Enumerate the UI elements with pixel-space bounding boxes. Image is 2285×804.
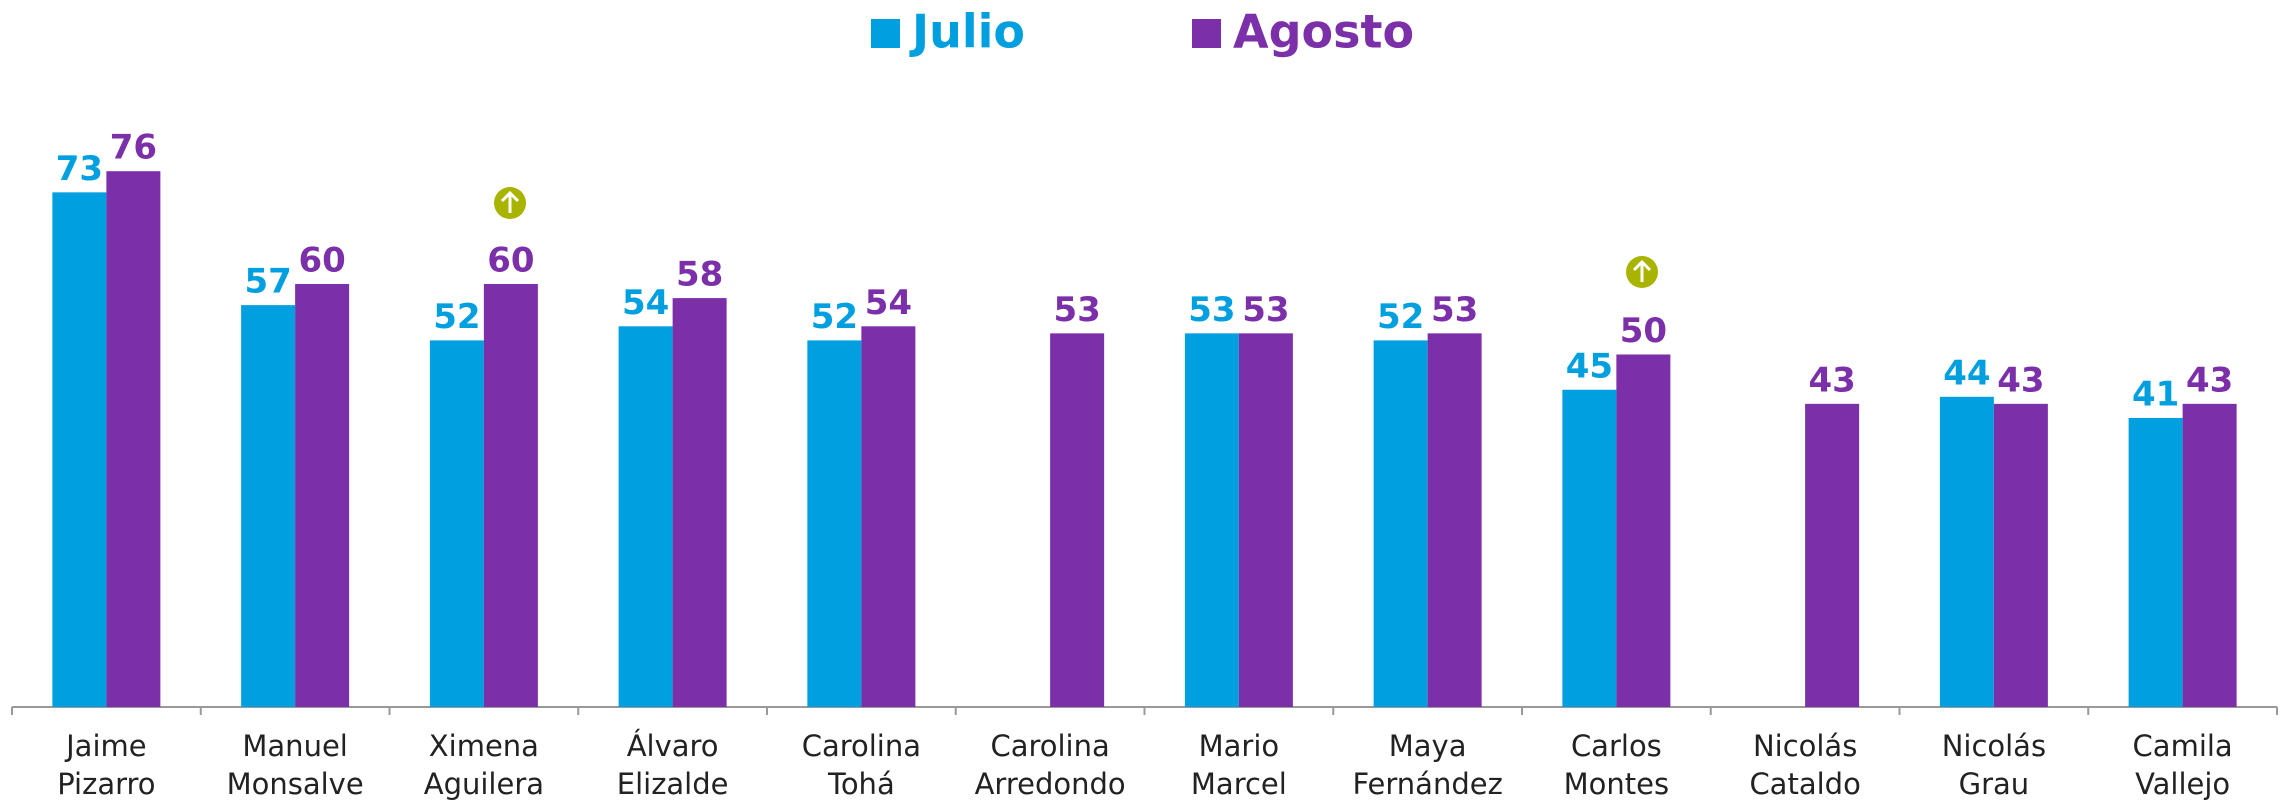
value-label: 43 bbox=[2186, 360, 2233, 400]
bar bbox=[1373, 340, 1428, 707]
bar bbox=[1939, 396, 1994, 707]
legend-label: Julio bbox=[909, 5, 1025, 59]
x-tick-label: Tohá bbox=[827, 767, 895, 801]
x-tick-label: Grau bbox=[1959, 767, 2030, 801]
bar bbox=[1427, 333, 1482, 707]
value-label: 53 bbox=[1188, 290, 1235, 330]
bar bbox=[861, 326, 916, 707]
x-tick-label: Marcel bbox=[1191, 767, 1287, 801]
bar bbox=[1993, 403, 2048, 707]
bar bbox=[241, 305, 296, 707]
bar bbox=[1616, 354, 1671, 707]
bar bbox=[1562, 389, 1617, 707]
value-label: 76 bbox=[110, 128, 157, 168]
value-label: 43 bbox=[1808, 360, 1855, 400]
x-tick-label: Jaime bbox=[64, 729, 146, 763]
trend-up-icon bbox=[1626, 256, 1658, 288]
bar bbox=[483, 284, 538, 707]
bar bbox=[1238, 333, 1293, 707]
value-label: 53 bbox=[1053, 290, 1100, 330]
x-tick-label: Álvaro bbox=[627, 729, 719, 763]
value-label: 43 bbox=[1997, 360, 2044, 400]
value-label: 54 bbox=[865, 283, 912, 323]
bar bbox=[1184, 333, 1239, 707]
bar bbox=[2182, 403, 2237, 707]
value-label: 45 bbox=[1566, 346, 1613, 386]
bar bbox=[2128, 417, 2183, 707]
bar bbox=[1805, 403, 1860, 707]
value-label: 60 bbox=[487, 241, 534, 281]
value-label: 60 bbox=[298, 241, 345, 281]
x-tick-label: Vallejo bbox=[2135, 767, 2230, 801]
x-tick-label: Carlos bbox=[1571, 729, 1662, 763]
value-label: 52 bbox=[433, 297, 480, 337]
x-tick-label: Nicolás bbox=[1753, 729, 1857, 763]
legend-label: Agosto bbox=[1233, 5, 1414, 59]
x-tick-label: Ximena bbox=[429, 729, 539, 763]
value-label: 44 bbox=[1943, 353, 1990, 393]
x-tick-label: Arredondo bbox=[975, 767, 1126, 801]
x-tick-label: Elizalde bbox=[617, 767, 729, 801]
bar bbox=[618, 326, 673, 707]
x-tick-label: Monsalve bbox=[227, 767, 364, 801]
x-tick-label: Carolina bbox=[802, 729, 921, 763]
bar bbox=[429, 340, 484, 707]
value-label: 53 bbox=[1431, 290, 1478, 330]
x-tick-label: Cataldo bbox=[1749, 767, 1860, 801]
x-tick-label: Mario bbox=[1199, 729, 1280, 763]
x-tick-label: Fernández bbox=[1352, 767, 1502, 801]
legend-swatch bbox=[871, 19, 900, 48]
bar bbox=[807, 340, 862, 707]
x-tick-label: Camila bbox=[2133, 729, 2233, 763]
x-tick-label: Carolina bbox=[990, 729, 1109, 763]
bar bbox=[672, 298, 727, 707]
bar bbox=[52, 192, 107, 708]
legend-swatch bbox=[1192, 19, 1221, 48]
value-label: 52 bbox=[811, 297, 858, 337]
x-tick-label: Manuel bbox=[242, 729, 347, 763]
x-tick-label: Montes bbox=[1564, 767, 1669, 801]
value-label: 57 bbox=[244, 262, 291, 302]
x-tick-label: Pizarro bbox=[57, 767, 155, 801]
bar bbox=[1050, 333, 1105, 707]
trend-up-icon bbox=[494, 187, 526, 219]
value-label: 54 bbox=[622, 283, 669, 323]
x-tick-label: Maya bbox=[1389, 729, 1467, 763]
x-tick-label: Nicolás bbox=[1942, 729, 2046, 763]
value-label: 52 bbox=[1377, 297, 1424, 337]
value-label: 58 bbox=[676, 255, 723, 295]
bar bbox=[106, 171, 161, 707]
value-label: 73 bbox=[56, 149, 103, 189]
value-label: 41 bbox=[2132, 374, 2179, 414]
bar bbox=[295, 284, 350, 707]
value-label: 50 bbox=[1620, 311, 1667, 351]
x-tick-label: Aguilera bbox=[424, 767, 544, 801]
value-label: 53 bbox=[1242, 290, 1289, 330]
